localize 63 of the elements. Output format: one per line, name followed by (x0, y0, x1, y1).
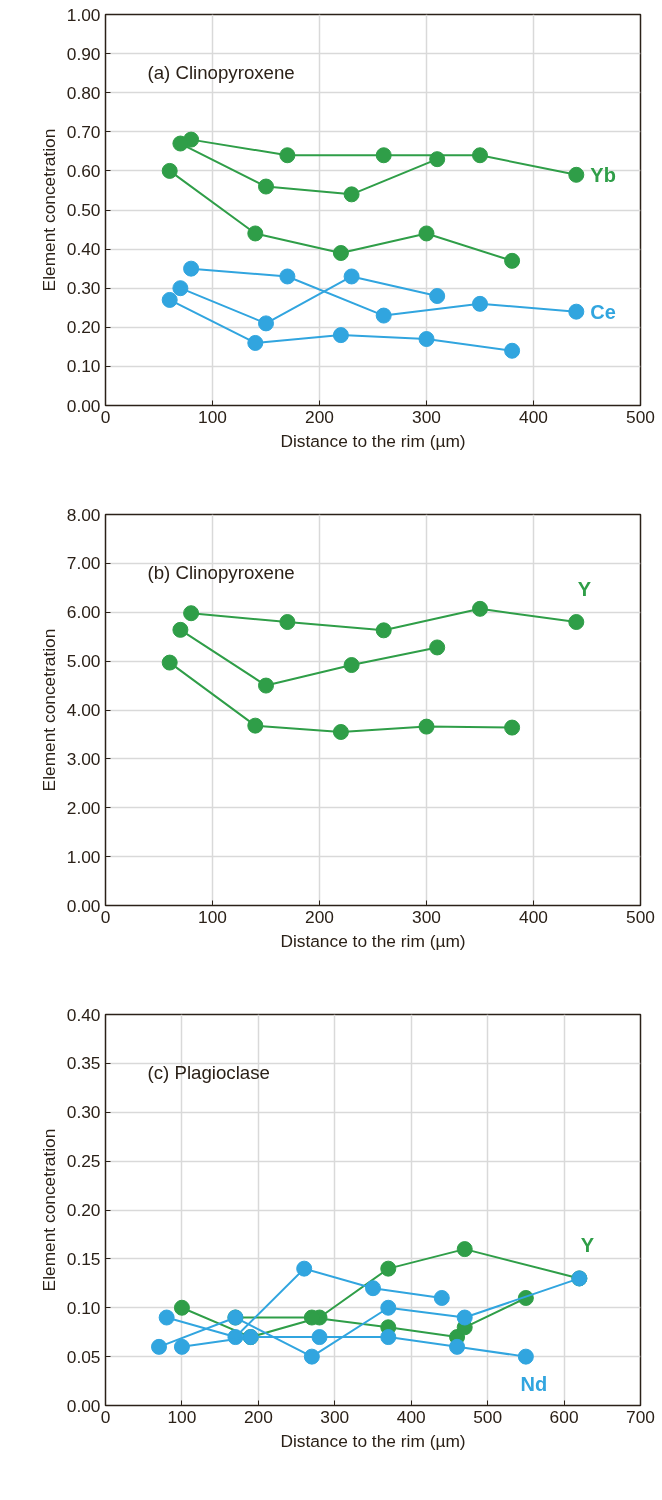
y-tick-label: 0.30 (66, 278, 101, 299)
y-tick-label: 0.40 (66, 239, 101, 260)
x-tick-label: 400 (519, 906, 548, 927)
x-tick-label: 100 (198, 406, 227, 427)
y-tick-label: 0.60 (66, 160, 101, 181)
series-label: Nd (520, 1372, 548, 1395)
y-axis-title: Element concetration (38, 628, 59, 792)
y-tick-label: 0.20 (66, 1200, 101, 1220)
x-tick-label: 300 (412, 906, 441, 927)
y-axis-title: Element concetration (38, 128, 59, 292)
x-tick-label: 200 (243, 1406, 273, 1427)
x-tick-label: 100 (198, 906, 227, 927)
x-tick-label: 700 (626, 1406, 655, 1427)
x-tick-label: 300 (412, 406, 441, 427)
y-tick-label: 0.10 (66, 356, 101, 377)
y-tick-label: 0.05 (66, 1346, 101, 1367)
text: (a) Clinopyroxene (147, 61, 295, 83)
y-tick-label: 0.80 (66, 82, 101, 103)
text: (c) Plagioclase (147, 1061, 270, 1083)
y-tick-label: 0.20 (66, 317, 101, 338)
series-label: Ce (590, 300, 616, 323)
x-tick-label: 300 (320, 1406, 350, 1427)
x-tick-label: 200 (305, 906, 334, 927)
y-tick-label: 0.90 (66, 43, 101, 64)
x-axis-title: Distance to the rim (µm) (280, 430, 466, 451)
x-tick-label: 0 (100, 406, 111, 427)
x-tick-label: 400 (519, 406, 548, 427)
y-tick-label: 2.00 (66, 797, 101, 818)
y-tick-label: 0.10 (66, 1297, 101, 1318)
series-label: Yb (590, 163, 616, 186)
y-tick-label: 0.00 (66, 395, 101, 416)
y-tick-label: 0.15 (66, 1248, 101, 1269)
series-label: Y (577, 578, 592, 601)
x-tick-label: 100 (167, 1406, 197, 1427)
y-tick-label: 0.35 (66, 1053, 101, 1074)
x-tick-label: 200 (305, 406, 334, 427)
y-tick-label: 1.00 (66, 846, 101, 867)
y-tick-label: 0.25 (66, 1151, 101, 1172)
x-tick-label: 0 (100, 906, 111, 927)
y-tick-label: 4.00 (66, 700, 101, 720)
y-tick-label: 0.30 (66, 1102, 101, 1123)
x-tick-label: 500 (626, 906, 655, 927)
y-tick-label: 0.40 (66, 1004, 101, 1025)
y-tick-label: 3.00 (66, 748, 101, 769)
y-axis-title: Element concetration (38, 1128, 59, 1292)
y-tick-label: 0.70 (66, 121, 101, 142)
x-axis-title: Distance to the rim (µm) (280, 1430, 466, 1451)
x-tick-label: 500 (626, 406, 655, 427)
series-label: Y (580, 1234, 595, 1257)
x-tick-label: 500 (473, 1406, 503, 1427)
y-tick-label: 0.00 (66, 1395, 101, 1416)
x-tick-label: 0 (100, 1406, 111, 1427)
y-tick-label: 7.00 (66, 553, 101, 574)
y-tick-label: 6.00 (66, 602, 101, 623)
y-tick-label: 8.00 (66, 504, 101, 525)
x-tick-label: 600 (549, 1406, 579, 1427)
y-tick-label: 1.00 (66, 4, 101, 25)
y-tick-label: 5.00 (66, 651, 101, 672)
y-tick-label: 0.00 (66, 895, 101, 916)
text: (b) Clinopyroxene (147, 561, 295, 583)
y-tick-label: 0.50 (66, 200, 101, 220)
x-axis-title: Distance to the rim (µm) (280, 930, 466, 951)
x-tick-label: 400 (396, 1406, 426, 1427)
